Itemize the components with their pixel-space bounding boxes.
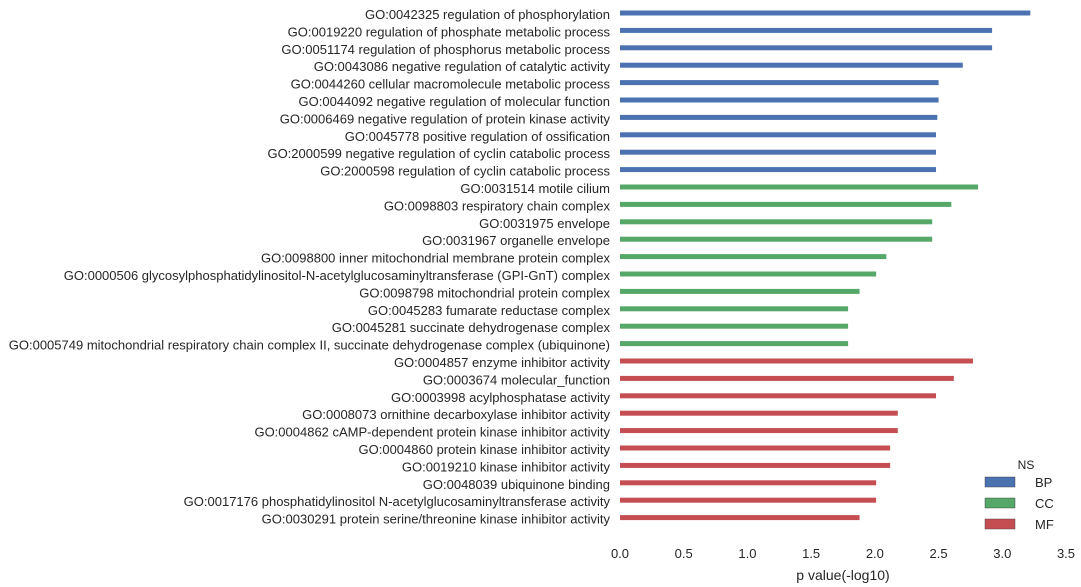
legend-label-mf: MF <box>1035 517 1054 532</box>
bar-mf <box>620 497 877 503</box>
bar-mf <box>620 410 898 416</box>
category-label: GO:0003998 acylphosphatase activity <box>391 390 610 405</box>
category-label: GO:0006469 negative regulation of protei… <box>280 111 611 126</box>
bar-cc <box>620 184 979 190</box>
x-tick-label: 0.0 <box>611 546 629 561</box>
bar-cc <box>620 271 877 277</box>
category-label: GO:0044092 negative regulation of molecu… <box>299 94 610 109</box>
legend-swatch-mf <box>984 518 1016 530</box>
category-label: GO:0008073 ornithine decarboxylase inhib… <box>302 407 610 422</box>
x-axis-ticks: 0.0 0.5 1.0 1.5 2.0 2.5 3.0 3.5 <box>611 546 1075 561</box>
bar-cc <box>620 201 952 207</box>
bar-cc <box>620 288 860 294</box>
x-tick-label: 3.5 <box>1057 546 1075 561</box>
x-tick-label: 1.5 <box>802 546 820 561</box>
legend-title: NS <box>1018 458 1035 472</box>
bar-mf <box>620 393 937 399</box>
category-label: GO:0004860 protein kinase inhibitor acti… <box>359 442 611 457</box>
bar-mf <box>620 358 973 364</box>
category-label: GO:0031975 envelope <box>479 216 610 231</box>
bar-cc <box>620 254 887 260</box>
x-tick-label: 0.5 <box>675 546 693 561</box>
legend-label-bp: BP <box>1035 475 1052 490</box>
bar-mf <box>620 375 954 381</box>
category-label: GO:0031514 motile cilium <box>460 181 610 196</box>
category-label: GO:2000599 negative regulation of cyclin… <box>267 146 610 161</box>
category-label: GO:0000506 glycosylphosphatidylinositol-… <box>64 268 611 283</box>
category-label: GO:0019220 regulation of phosphate metab… <box>288 24 611 39</box>
bar-mf <box>620 462 891 468</box>
x-tick-label: 2.5 <box>930 546 948 561</box>
bar-mf <box>620 515 860 521</box>
bar-cc <box>620 236 933 242</box>
legend-swatch-cc <box>984 497 1016 509</box>
category-label: GO:0004862 cAMP-dependent protein kinase… <box>254 425 610 440</box>
bar-cc <box>620 341 849 347</box>
category-label: GO:0045778 positive regulation of ossifi… <box>345 129 610 144</box>
legend-label-cc: CC <box>1035 496 1054 511</box>
x-tick-label: 2.0 <box>866 546 884 561</box>
bar-bp <box>620 114 938 120</box>
category-label: GO:0098798 mitochondrial protein complex <box>359 285 610 300</box>
category-label: GO:0030291 protein serine/threonine kina… <box>262 512 611 527</box>
bar-cc <box>620 323 849 329</box>
bar-bp <box>620 132 937 138</box>
x-tick-label: 3.0 <box>993 546 1011 561</box>
bar-cc <box>620 219 933 225</box>
category-label: GO:0098800 inner mitochondrial membrane … <box>261 251 611 266</box>
legend-swatch-bp <box>984 476 1016 488</box>
x-axis-title: p value(-log10) <box>796 567 889 583</box>
bar-mf <box>620 428 898 434</box>
category-label: GO:0051174 regulation of phosphorus meta… <box>281 42 610 57</box>
category-label: GO:0017176 phosphatidylinositol N-acetyl… <box>184 494 611 509</box>
bar-mf <box>620 445 891 451</box>
bars-layer <box>620 10 1031 521</box>
bar-bp <box>620 167 937 173</box>
legend: NS BP CC MF <box>984 458 1054 532</box>
category-label: GO:2000598 regulation of cyclin cataboli… <box>320 164 610 179</box>
bar-bp <box>620 149 937 155</box>
category-labels: GO:0042325 regulation of phosphorylation… <box>9 7 611 527</box>
category-label: GO:0045281 succinate dehydrogenase compl… <box>332 320 611 335</box>
bar-bp <box>620 27 993 33</box>
category-label: GO:0043086 negative regulation of cataly… <box>314 59 611 74</box>
category-label: GO:0098803 respiratory chain complex <box>384 198 611 213</box>
category-label: GO:0045283 fumarate reductase complex <box>368 303 611 318</box>
category-label: GO:0004857 enzyme inhibitor activity <box>394 355 611 370</box>
bar-bp <box>620 10 1031 16</box>
bar-bp <box>620 62 963 68</box>
category-label: GO:0042325 regulation of phosphorylation <box>365 7 610 22</box>
category-label: GO:0031967 organelle envelope <box>422 233 610 248</box>
bar-mf <box>620 480 877 486</box>
bar-bp <box>620 97 939 103</box>
bar-bp <box>620 45 993 51</box>
bar-cc <box>620 306 849 312</box>
category-label: GO:0048039 ubiquinone binding <box>423 477 610 492</box>
x-tick-label: 1.0 <box>738 546 756 561</box>
category-label: GO:0005749 mitochondrial respiratory cha… <box>9 338 610 353</box>
category-label: GO:0019210 kinase inhibitor activity <box>402 459 611 474</box>
category-label: GO:0003674 molecular_function <box>423 372 610 387</box>
bar-bp <box>620 80 939 86</box>
category-label: GO:0044260 cellular macromolecule metabo… <box>291 77 611 92</box>
